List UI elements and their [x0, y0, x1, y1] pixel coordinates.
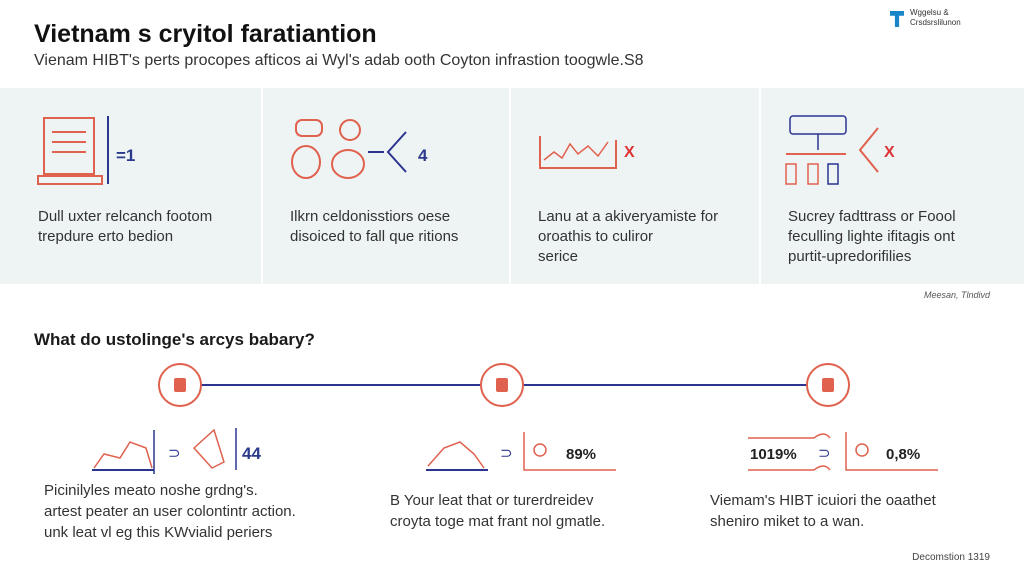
step-1-value: 44 — [242, 444, 261, 463]
timeline-node-3 — [806, 363, 850, 407]
panel-divider — [759, 88, 761, 284]
timeline-node-1 — [158, 363, 202, 407]
step-3-text: Viemam's HIBT icuiori the oaathet sheniro… — [710, 492, 936, 530]
landscape-icon — [92, 430, 155, 474]
page-title: Vietnam s cryitol faratiantion — [34, 20, 377, 48]
document-stack-icon — [37, 116, 109, 185]
step-3-value-right: 0,8% — [886, 446, 921, 463]
diamond-icon — [192, 428, 237, 470]
panel-divider — [509, 88, 511, 284]
brand-logo: Wggelsu & Crsdsrslilunon — [890, 8, 961, 28]
page-subtitle: Vienam HIBT's perts procopes afticos ai … — [34, 52, 644, 69]
arrow-icon: ⊃ — [168, 445, 181, 462]
arrow-icon: ⊃ — [500, 445, 513, 462]
panel-2-value: 4 — [418, 146, 428, 165]
step-3-value-left: 1019% — [750, 446, 797, 463]
panel-divider — [261, 88, 263, 284]
coins-bag-icon — [291, 119, 407, 179]
panel-3-text: Lanu at a akiveryamiste for oroathis to c… — [538, 208, 719, 265]
machine-icon — [523, 432, 616, 471]
panel-1-text: Dull uxter relcanch footom trepdure erto … — [38, 208, 213, 245]
panel-2-text: Ilkrn celdonisstiors oese disoiced to fal… — [290, 208, 459, 245]
logo-line-1: Wggelsu & — [910, 8, 949, 17]
section-heading: What do ustolinge's arcys babary? — [34, 330, 315, 349]
panel-band — [0, 88, 1024, 284]
step-1-text: Picinilyles meato noshe grdng's. artest p… — [44, 482, 296, 541]
logo-icon — [890, 11, 904, 27]
bag-icon — [496, 378, 508, 392]
landscape-icon — [426, 441, 488, 471]
panel-4-marker: X — [884, 144, 895, 161]
step-2-text: B Your leat that or turerdreidev croyta t… — [390, 492, 606, 530]
credit: Meesan, Tlndivd — [923, 290, 990, 300]
panel-3-marker: X — [624, 144, 635, 161]
logo-line-2: Crsdsrslilunon — [910, 18, 961, 27]
panel-4-text: Sucrey fadttrass or Foool feculling light… — [788, 208, 956, 265]
bag-icon — [174, 378, 186, 392]
machine-icon — [845, 432, 938, 471]
footer-note: Decomstion 1319 — [912, 552, 990, 563]
building-icon — [822, 378, 834, 392]
server-network-icon — [785, 115, 879, 185]
arrow-icon: ⊃ — [818, 445, 831, 462]
scroll-icon — [748, 433, 831, 471]
panel-1-value: =1 — [116, 146, 136, 165]
market-chart-icon — [539, 136, 617, 169]
timeline-node-2 — [480, 363, 524, 407]
step-2-value: 89% — [566, 446, 597, 463]
